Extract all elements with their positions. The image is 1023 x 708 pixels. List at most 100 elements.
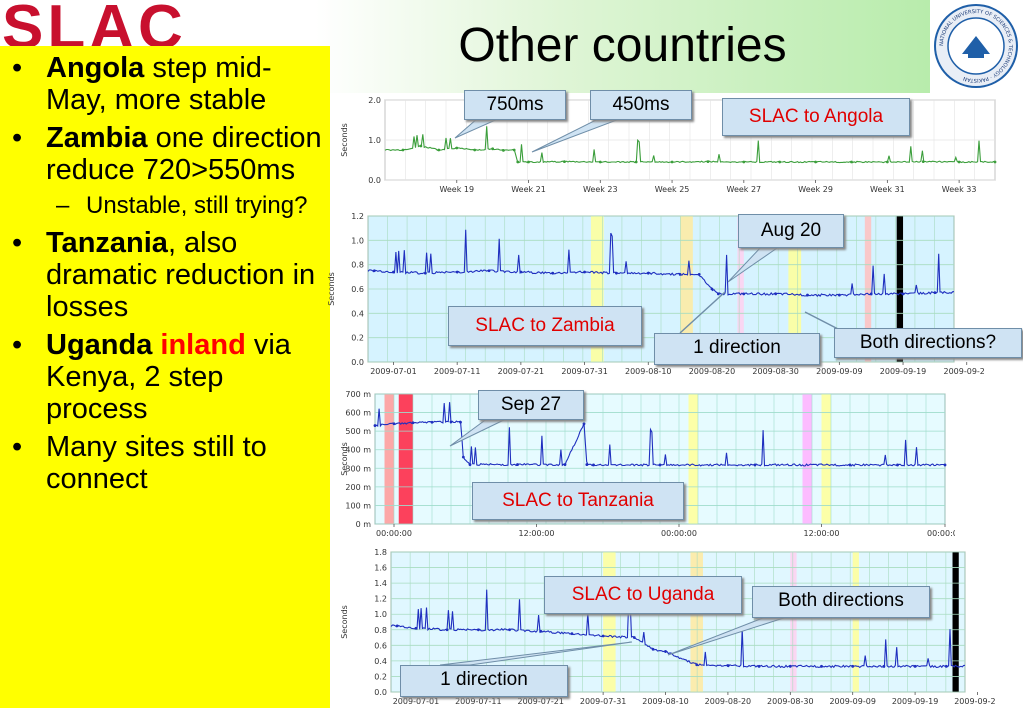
y-tick-label: 0.6 <box>351 285 364 294</box>
data-point <box>414 626 418 630</box>
y-tick-label: 0.8 <box>374 626 387 635</box>
data-point <box>837 293 841 297</box>
data-point <box>670 160 674 164</box>
data-point <box>563 160 566 163</box>
y-tick-label: 1.0 <box>351 236 364 245</box>
data-point <box>716 292 720 296</box>
y-tick-label: 0.0 <box>368 176 381 185</box>
y-tick-label: 2.0 <box>368 96 381 105</box>
highlight-band <box>603 552 616 692</box>
callout-450ms: 450ms <box>590 90 692 120</box>
data-point <box>491 147 495 151</box>
y-tick-label: 400 m <box>345 446 371 455</box>
data-point <box>658 463 662 467</box>
data-point <box>411 421 415 425</box>
y-tick-label: 0.0 <box>351 358 364 367</box>
y-tick-label: 1.0 <box>374 610 387 619</box>
y-tick-label: 0.6 <box>374 641 387 650</box>
data-point <box>896 463 899 467</box>
y-tick-label: 1.0 <box>368 136 381 145</box>
callout-aug20: Aug 20 <box>738 214 844 248</box>
data-point <box>632 636 636 639</box>
y-tick-label: 0.0 <box>374 688 387 697</box>
data-point <box>430 420 434 424</box>
highlight-band <box>802 394 812 524</box>
data-point <box>445 628 449 632</box>
x-tick-label: 2009-07-31 <box>580 697 627 706</box>
x-tick-label: 2009-09-29 <box>943 367 984 376</box>
x-tick-label: 2009-07-21 <box>517 697 564 706</box>
x-tick-label: 2009-07-21 <box>498 367 545 376</box>
data-point <box>710 287 714 291</box>
data-point <box>646 271 650 275</box>
y-tick-label: 500 m <box>345 427 371 436</box>
data-point <box>933 291 937 295</box>
data-point <box>742 292 746 296</box>
data-point <box>882 664 886 668</box>
data-point <box>570 632 574 636</box>
x-tick-label: Week 29 <box>798 185 833 194</box>
data-point <box>551 271 555 275</box>
bullet-zambia: • Zambia one direction reduce 720>550ms <box>12 122 322 186</box>
data-point <box>476 628 480 632</box>
x-tick-label: 2009-08-30 <box>752 367 799 376</box>
callout-slac-to-uganda: SLAC to Uganda <box>544 576 742 614</box>
data-point <box>455 270 459 274</box>
title-band <box>315 0 930 93</box>
data-point <box>901 292 905 296</box>
y-tick-label: 100 m <box>345 501 371 510</box>
x-tick-label: 12:00:00 <box>519 529 555 538</box>
highlight-band <box>790 552 797 692</box>
y-tick-label: 600 m <box>345 409 371 418</box>
x-tick-label: 2009-08-20 <box>705 697 752 706</box>
data-point <box>373 424 377 427</box>
x-tick-label: 2009-07-31 <box>561 367 608 376</box>
x-tick-label: 2009-07-01 <box>393 697 440 706</box>
data-point <box>869 292 873 296</box>
callout-slac-to-angola: SLAC to Angola <box>722 98 910 136</box>
x-tick-label: 2009-07-11 <box>455 697 502 706</box>
bullet-many-sites: • Many sites still to connect <box>12 431 267 495</box>
data-point <box>820 664 823 668</box>
data-point <box>487 269 491 273</box>
callout-1direction-zambia: 1 direction <box>654 333 820 365</box>
highlight-band <box>821 394 831 524</box>
bullet-panel <box>0 46 330 708</box>
x-tick-label: 2009-09-19 <box>892 697 939 706</box>
data-point <box>742 160 746 164</box>
data-point <box>913 664 917 668</box>
data-point <box>851 664 855 668</box>
data-point <box>757 664 761 668</box>
data-point <box>944 664 948 668</box>
data-point <box>455 146 459 150</box>
data-point <box>695 663 699 667</box>
data-point <box>678 273 682 276</box>
y-tick-label: 300 m <box>345 464 371 473</box>
x-tick-label: 2009-09-09 <box>816 367 863 376</box>
highlight-band <box>690 552 703 692</box>
series-line-uganda <box>390 589 966 669</box>
sub-bullet-zambia: – Unstable, still trying? <box>56 192 308 219</box>
y-tick-label: 200 m <box>345 483 371 492</box>
data-point <box>401 148 405 152</box>
y-tick-label: 0.2 <box>351 334 364 343</box>
x-tick-label: 00:00:00 <box>661 529 697 538</box>
x-tick-label: 2009-09-09 <box>829 697 876 706</box>
data-point <box>392 422 396 426</box>
data-point <box>527 160 530 164</box>
data-point <box>582 422 586 426</box>
callout-both-directions-zambia: Both directions? <box>834 328 1022 358</box>
highlight-band <box>852 552 859 692</box>
data-point <box>583 270 586 274</box>
x-tick-label: 2009-09-29 <box>954 697 995 706</box>
y-axis-label: Seconds <box>327 272 336 306</box>
slac-logo: SLAC <box>0 0 215 48</box>
data-point <box>512 148 516 152</box>
y-tick-label: 1.4 <box>374 579 387 588</box>
x-tick-label: 2009-08-10 <box>625 367 672 376</box>
x-tick-label: 00:00:00 <box>376 529 412 538</box>
y-tick-label: 0 m <box>356 520 372 529</box>
y-axis-label: Seconds <box>340 442 349 476</box>
bullet-uganda: • Uganda inland via Kenya, 2 step process <box>12 329 291 425</box>
data-point <box>778 160 782 164</box>
